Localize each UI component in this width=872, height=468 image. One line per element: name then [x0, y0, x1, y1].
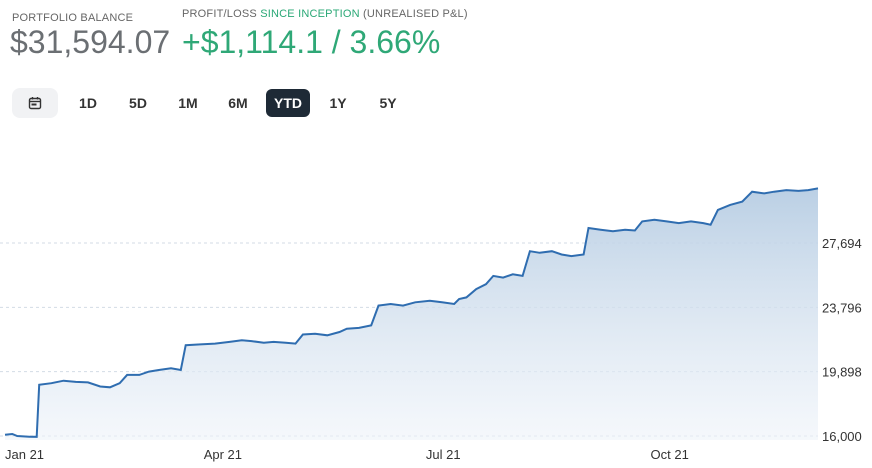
calendar-button[interactable]: [12, 88, 58, 118]
calendar-icon: [28, 97, 42, 110]
pl-label-prefix: PROFIT/LOSS: [182, 8, 257, 20]
y-tick-label: 27,694: [822, 236, 862, 251]
range-tabs: 1D 5D 1M 6M YTD 1Y 5Y: [12, 87, 416, 119]
x-tick-label: Jul 21: [426, 447, 461, 462]
balance-area: [5, 188, 818, 440]
pl-value: +$1,114.1 / 3.66%: [182, 24, 441, 60]
pl-label-accent: SINCE INCEPTION: [260, 8, 360, 20]
range-tab-1y[interactable]: 1Y: [329, 95, 347, 111]
tab-list: 1D 5D 1M 6M YTD 1Y 5Y: [66, 89, 416, 117]
y-tick-label: 23,796: [822, 300, 862, 315]
pl-label: PROFIT/LOSS SINCE INCEPTION (UNREALISED …: [182, 8, 468, 20]
range-tab-1d[interactable]: 1D: [79, 95, 97, 111]
x-tick-label: Jan 21: [5, 447, 44, 462]
range-tab-5y[interactable]: 5Y: [379, 95, 397, 111]
balance-line: [4, 187, 819, 438]
pl-label-suffix: (UNREALISED P&L): [363, 8, 468, 20]
y-tick-label: 19,898: [822, 365, 862, 380]
range-tab-1m[interactable]: 1M: [178, 95, 198, 111]
range-tab-5d[interactable]: 5D: [129, 95, 147, 111]
balance-label-wrap: PORTFOLIO BALANCE: [12, 8, 133, 26]
balance-label: PORTFOLIO BALANCE: [12, 12, 134, 24]
x-tick-label: Oct 21: [651, 447, 689, 462]
balance-value: $31,594.07: [10, 24, 171, 60]
y-tick-label: 16,000: [822, 429, 862, 444]
range-tab-ytd[interactable]: YTD: [266, 89, 310, 117]
x-tick-label: Apr 21: [204, 447, 242, 462]
range-tab-6m[interactable]: 6M: [228, 95, 248, 111]
